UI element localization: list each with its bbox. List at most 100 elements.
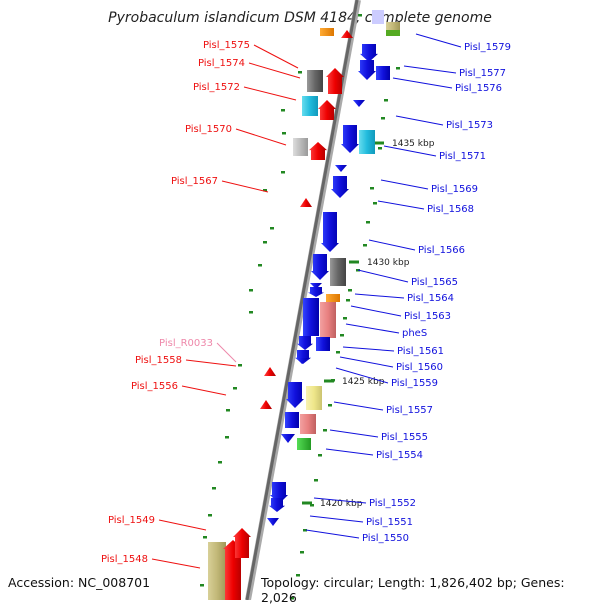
tick-mark (336, 351, 340, 354)
gene-label[interactable]: Pisl_1565 (411, 277, 458, 288)
gene-label[interactable]: Pisl_1579 (464, 42, 511, 53)
tick-mark (281, 109, 285, 112)
leader-line (395, 115, 444, 126)
gene-glyph (302, 96, 318, 116)
gene-glyph (264, 367, 276, 376)
gene-glyph (335, 165, 347, 172)
tick-mark (298, 71, 302, 74)
leader-line (339, 356, 394, 368)
tick-mark (323, 429, 327, 432)
gene-label[interactable]: Pisl_1561 (397, 346, 444, 357)
kbp-tick (374, 141, 384, 145)
gene-label[interactable]: Pisl_1552 (369, 498, 416, 509)
gene-glyph (321, 212, 339, 252)
tick-mark (212, 487, 216, 490)
leader-line (221, 180, 269, 193)
kbp-tick (349, 260, 359, 264)
gene-glyph (341, 30, 353, 38)
gene-glyph (297, 336, 313, 350)
kbp-label: 1420 kbp (320, 499, 363, 509)
gene-label[interactable]: Pisl_1554 (376, 450, 423, 461)
tick-mark (263, 241, 267, 244)
tick-mark (226, 409, 230, 412)
leader-line (158, 519, 207, 531)
tick-mark (233, 387, 237, 390)
tick-mark (318, 454, 322, 457)
gene-label[interactable]: Pisl_1550 (362, 533, 409, 544)
gene-label[interactable]: Pisl_1556 (131, 381, 178, 392)
gene-label[interactable]: Pisl_1575 (203, 40, 250, 51)
gene-glyph (233, 528, 251, 558)
gene-label[interactable]: Pisl_1551 (366, 517, 413, 528)
leader-line (415, 33, 462, 48)
tick-mark (314, 479, 318, 482)
leader-line (342, 346, 395, 352)
gene-label[interactable]: Pisl_1573 (446, 120, 493, 131)
leader-line (383, 145, 437, 157)
gene-label[interactable]: Pisl_1569 (431, 184, 478, 195)
gene-label[interactable]: Pisl_1570 (185, 124, 232, 135)
gene-label[interactable]: Pisl_1568 (427, 204, 474, 215)
gene-glyph (330, 258, 346, 286)
gene-label[interactable]: Pisl_1560 (396, 362, 443, 373)
gene-label[interactable]: Pisl_1548 (101, 554, 148, 565)
gene-label[interactable]: Pisl_R0033 (159, 338, 213, 349)
gene-glyph (285, 412, 299, 428)
gene-label[interactable]: Pisl_1572 (193, 82, 240, 93)
leader-line (313, 497, 367, 504)
leader-line (185, 359, 237, 367)
leader-line (380, 179, 429, 190)
tick-mark (340, 334, 344, 337)
kbp-label: 1425 kbp (342, 377, 385, 387)
gene-glyph (359, 130, 375, 154)
gene-label[interactable]: Pisl_1566 (418, 245, 465, 256)
gene-label[interactable]: Pisl_1558 (135, 355, 182, 366)
gene-glyph (316, 337, 330, 351)
tick-mark (384, 99, 388, 102)
gene-label[interactable]: Pisl_1571 (439, 151, 486, 162)
gene-label[interactable]: Pisl_1557 (386, 405, 433, 416)
leader-line (216, 342, 237, 363)
gene-label[interactable]: Pisl_1574 (198, 58, 245, 69)
gene-glyph (331, 176, 349, 198)
gene-label[interactable]: Pisl_1559 (391, 378, 438, 389)
gene-glyph (300, 414, 316, 434)
gene-glyph (376, 66, 390, 80)
leader-line (403, 65, 457, 74)
tick-mark (381, 117, 385, 120)
gene-label[interactable]: Pisl_1577 (459, 68, 506, 79)
tick-mark (208, 514, 212, 517)
gene-glyph (300, 198, 312, 207)
gene-glyph (303, 298, 319, 336)
gene-glyph (353, 100, 365, 107)
leader-line (333, 401, 384, 411)
leader-line (309, 515, 364, 523)
gene-glyph (307, 70, 323, 92)
gene-glyph (310, 283, 322, 289)
tick-mark (378, 147, 382, 150)
tick-mark (290, 597, 294, 600)
gene-label[interactable]: Pisl_1576 (455, 83, 502, 94)
gene-glyph (309, 142, 327, 160)
leader-line (151, 558, 201, 569)
leader-line (377, 200, 425, 210)
gene-glyph (260, 400, 272, 409)
gene-label[interactable]: Pisl_1567 (171, 176, 218, 187)
gene-glyph (306, 386, 322, 410)
gene-glyph (208, 542, 226, 600)
kbp-tick (302, 501, 312, 505)
gene-label[interactable]: Pisl_1563 (404, 311, 451, 322)
gene-label[interactable]: pheS (402, 328, 427, 339)
gene-label[interactable]: Pisl_1555 (381, 432, 428, 443)
tick-mark (281, 171, 285, 174)
tick-mark (203, 536, 207, 539)
gene-label[interactable]: Pisl_1564 (407, 293, 454, 304)
genome-summary-text: Topology: circular; Length: 1,826,402 bp… (261, 575, 565, 605)
gene-label[interactable]: Pisl_1549 (108, 515, 155, 526)
genome-backbone-core (245, 0, 359, 600)
gene-glyph (326, 68, 344, 94)
tick-mark (348, 289, 352, 292)
tick-mark (218, 461, 222, 464)
leader-line (368, 239, 416, 251)
